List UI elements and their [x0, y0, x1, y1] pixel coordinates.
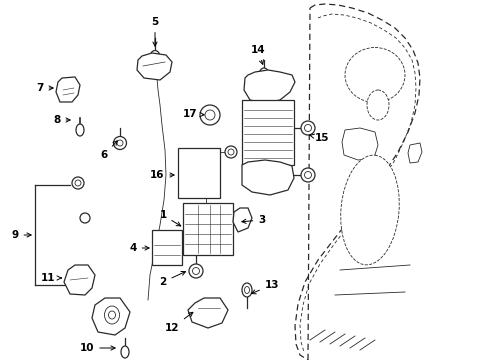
Text: 17: 17: [183, 109, 203, 119]
Text: 16: 16: [149, 170, 174, 180]
Text: 12: 12: [164, 312, 192, 333]
Polygon shape: [244, 70, 294, 103]
Text: 9: 9: [11, 230, 31, 240]
Text: 15: 15: [308, 133, 328, 143]
Ellipse shape: [345, 48, 404, 103]
Ellipse shape: [259, 68, 268, 82]
Ellipse shape: [150, 50, 160, 63]
Text: 4: 4: [129, 243, 149, 253]
Ellipse shape: [80, 213, 90, 223]
Ellipse shape: [301, 168, 314, 182]
Text: 11: 11: [41, 273, 61, 283]
Ellipse shape: [204, 110, 215, 120]
Text: 14: 14: [250, 45, 265, 64]
Ellipse shape: [261, 72, 266, 78]
Ellipse shape: [304, 171, 311, 179]
Ellipse shape: [301, 121, 314, 135]
Text: 13: 13: [251, 280, 279, 294]
Polygon shape: [187, 298, 227, 328]
Ellipse shape: [121, 346, 129, 358]
Ellipse shape: [108, 311, 115, 319]
Text: 7: 7: [36, 83, 53, 93]
Ellipse shape: [242, 283, 251, 297]
Ellipse shape: [117, 140, 123, 146]
Polygon shape: [242, 160, 293, 195]
Ellipse shape: [76, 124, 84, 136]
Bar: [242, 100, 293, 165]
Ellipse shape: [224, 146, 237, 158]
Ellipse shape: [200, 105, 220, 125]
Text: 8: 8: [53, 115, 70, 125]
Polygon shape: [341, 128, 377, 160]
Ellipse shape: [104, 306, 119, 324]
Ellipse shape: [72, 177, 84, 189]
Bar: [152, 230, 182, 265]
Text: 1: 1: [159, 210, 181, 226]
Ellipse shape: [366, 90, 388, 120]
Text: 10: 10: [80, 343, 115, 353]
Bar: [178, 148, 220, 198]
Ellipse shape: [340, 155, 399, 265]
Polygon shape: [92, 298, 130, 335]
Text: 2: 2: [159, 271, 185, 287]
Text: 6: 6: [100, 141, 117, 160]
Bar: [183, 203, 232, 255]
Ellipse shape: [200, 207, 212, 219]
Ellipse shape: [203, 210, 208, 216]
Polygon shape: [64, 265, 95, 295]
Polygon shape: [407, 143, 421, 163]
Ellipse shape: [113, 136, 126, 149]
Ellipse shape: [304, 125, 311, 131]
Ellipse shape: [192, 267, 199, 274]
Ellipse shape: [189, 264, 203, 278]
Polygon shape: [137, 53, 172, 80]
Ellipse shape: [227, 149, 234, 155]
Polygon shape: [232, 208, 251, 232]
Ellipse shape: [75, 180, 81, 186]
Ellipse shape: [244, 287, 249, 293]
Polygon shape: [56, 77, 80, 102]
Text: 5: 5: [151, 17, 158, 46]
Text: 3: 3: [242, 215, 265, 225]
